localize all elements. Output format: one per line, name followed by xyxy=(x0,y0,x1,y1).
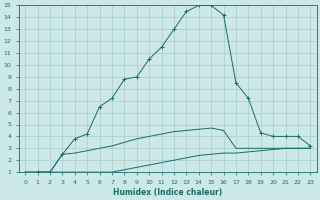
X-axis label: Humidex (Indice chaleur): Humidex (Indice chaleur) xyxy=(113,188,222,197)
